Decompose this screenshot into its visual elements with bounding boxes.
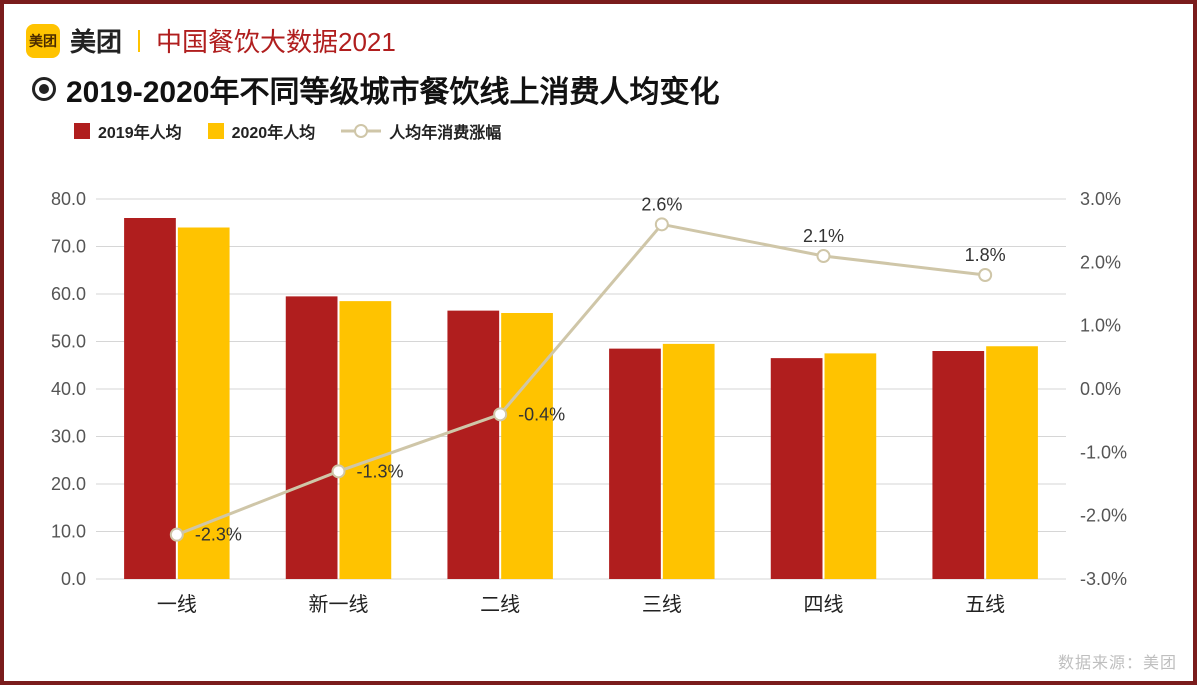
bullet-icon	[32, 77, 56, 101]
legend-item-2020: 2020年人均	[208, 119, 316, 143]
svg-text:50.0: 50.0	[51, 332, 86, 352]
svg-text:30.0: 30.0	[51, 427, 86, 447]
svg-text:五线: 五线	[965, 593, 1005, 616]
report-name: 中国餐饮大数据2021	[156, 22, 396, 59]
chart: 0.0 10.0 20.0 30.0 40.0 50.0 60.0 70.0 80.0 -3.0%…	[26, 159, 1171, 629]
svg-text:四线: 四线	[804, 593, 844, 616]
bar-2020	[663, 344, 715, 579]
svg-text:2.0%: 2.0%	[1080, 252, 1121, 272]
report-header: 美团 美团 中国餐饮大数据2021	[26, 22, 1171, 59]
svg-text:1.0%: 1.0%	[1080, 316, 1121, 336]
svg-text:10.0: 10.0	[51, 522, 86, 542]
growth-marker	[494, 408, 506, 420]
svg-text:0.0: 0.0	[61, 569, 86, 589]
svg-text:20.0: 20.0	[51, 474, 86, 494]
bar-2020	[825, 353, 877, 579]
swatch-line-icon	[341, 124, 381, 138]
bar-2019	[932, 351, 984, 579]
svg-text:70.0: 70.0	[51, 237, 86, 257]
growth-marker	[656, 218, 668, 230]
growth-label: 2.1%	[803, 226, 844, 246]
svg-text:三线: 三线	[642, 593, 682, 616]
svg-text:3.0%: 3.0%	[1080, 189, 1121, 209]
legend-item-2019: 2019年人均	[74, 119, 182, 143]
brand-separator	[138, 30, 140, 52]
bar-2019	[609, 349, 661, 579]
chart-svg: 0.0 10.0 20.0 30.0 40.0 50.0 60.0 70.0 80.0 -3.0%…	[26, 159, 1146, 629]
bar-2019	[124, 218, 176, 579]
growth-marker	[333, 465, 345, 477]
svg-text:60.0: 60.0	[51, 284, 86, 304]
bar-2020	[340, 301, 392, 579]
svg-text:-2.0%: -2.0%	[1080, 506, 1127, 526]
svg-text:新一线: 新一线	[309, 593, 369, 616]
report-frame: 美团 美团 中国餐饮大数据2021 2019-2020年不同等级城市餐饮线上消费…	[0, 0, 1197, 685]
bar-2019	[286, 296, 338, 579]
brand-name: 美团	[70, 22, 122, 59]
svg-text:-1.0%: -1.0%	[1080, 442, 1127, 462]
svg-text:一线: 一线	[157, 593, 197, 616]
growth-label: -0.4%	[518, 404, 565, 424]
legend-item-line: 人均年消费涨幅	[341, 119, 501, 143]
svg-text:二线: 二线	[480, 593, 520, 616]
data-source: 数据来源：美团	[1058, 649, 1177, 673]
growth-label: -2.3%	[195, 525, 242, 545]
growth-label: 1.8%	[965, 245, 1006, 265]
legend-label-line: 人均年消费涨幅	[389, 119, 501, 143]
growth-marker	[171, 529, 183, 541]
legend-label-2020: 2020年人均	[232, 119, 316, 143]
svg-text:40.0: 40.0	[51, 379, 86, 399]
swatch-2019	[74, 123, 90, 139]
chart-title-row: 2019-2020年不同等级城市餐饮线上消费人均变化	[32, 67, 1171, 111]
growth-marker	[979, 269, 991, 281]
bar-2020	[986, 346, 1038, 579]
bar-2019	[771, 358, 823, 579]
legend-label-2019: 2019年人均	[98, 119, 182, 143]
swatch-2020	[208, 123, 224, 139]
meituan-logo-icon: 美团	[26, 24, 60, 58]
growth-label: 2.6%	[641, 194, 682, 214]
bar-2020	[501, 313, 553, 579]
chart-title: 2019-2020年不同等级城市餐饮线上消费人均变化	[66, 67, 719, 111]
growth-label: -1.3%	[357, 461, 404, 481]
svg-text:80.0: 80.0	[51, 189, 86, 209]
svg-text:0.0%: 0.0%	[1080, 379, 1121, 399]
bar-2019	[447, 311, 499, 579]
growth-marker	[818, 250, 830, 262]
svg-text:-3.0%: -3.0%	[1080, 569, 1127, 589]
legend: 2019年人均 2020年人均 人均年消费涨幅	[74, 119, 1171, 143]
